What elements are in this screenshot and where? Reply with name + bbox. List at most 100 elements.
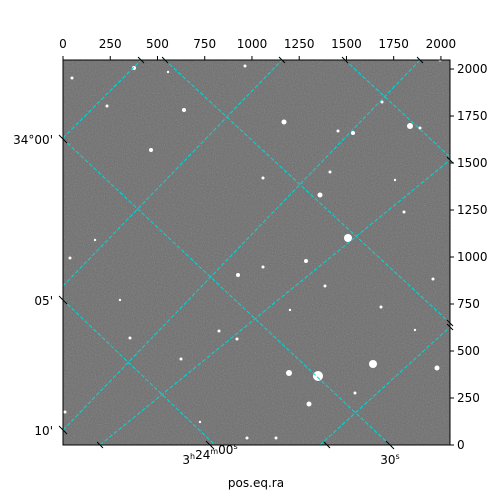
star	[313, 371, 323, 381]
star	[431, 277, 435, 281]
star	[281, 119, 287, 125]
ra-axis: 3h24m00s 30s	[96, 440, 400, 467]
star	[351, 131, 355, 135]
y-pixel-tick-label: 0	[457, 438, 465, 452]
grid-line	[63, 60, 421, 431]
star	[132, 66, 136, 70]
star	[344, 234, 352, 242]
star	[198, 420, 202, 424]
star	[105, 104, 109, 108]
star	[380, 100, 384, 104]
x-pixel-tick-label: 1750	[378, 37, 409, 51]
y-pixel-tick-label: 750	[457, 297, 480, 311]
star	[353, 391, 357, 395]
grid-line	[164, 60, 450, 324]
star	[369, 360, 377, 368]
star	[274, 436, 278, 440]
dec-axis: 34°00' 05' 10'	[13, 56, 454, 438]
frame-grid-tick	[341, 56, 349, 64]
ra-tick	[205, 440, 215, 450]
ra-minor-tick	[96, 441, 104, 449]
y-pixel-tick-label: 1250	[457, 203, 488, 217]
star	[261, 265, 265, 269]
x-pixel-tick-label: 250	[99, 37, 122, 51]
star	[379, 305, 383, 309]
coordinate-grid	[63, 60, 450, 445]
ra-minor-tick	[323, 441, 331, 449]
star	[179, 357, 183, 361]
star-field	[63, 60, 442, 440]
frame-grid-tick	[446, 156, 454, 164]
star	[182, 108, 186, 112]
grid-line	[63, 299, 216, 445]
star	[68, 256, 72, 260]
star	[413, 328, 417, 332]
star	[261, 176, 265, 180]
frame-grid-tick	[278, 56, 286, 64]
x-axis-title: pos.eq.ra	[228, 476, 284, 490]
star	[217, 329, 221, 333]
grid-line	[319, 326, 450, 445]
star	[407, 123, 413, 129]
star	[317, 192, 323, 198]
grid-line	[63, 60, 142, 139]
dec-tick-label: 34°00'	[13, 133, 53, 147]
star	[245, 436, 249, 440]
star	[402, 210, 406, 214]
x-pixel-tick-label: 750	[193, 37, 216, 51]
frame-grid-tick	[161, 56, 169, 64]
star	[118, 298, 122, 302]
y-pixel-tick-label: 500	[457, 344, 480, 358]
dec-tick-label: 05'	[34, 294, 53, 308]
grid-line	[63, 138, 391, 445]
image-noise	[63, 60, 450, 445]
x-pixel-tick-label: 1250	[284, 37, 315, 51]
ra-tick-label: 3h24m00s	[182, 442, 237, 467]
y-pixel-tick-label: 1750	[457, 109, 488, 123]
y-pixel-tick-label: 2000	[457, 62, 488, 76]
frame-grid-tick	[446, 319, 454, 327]
frame-grid-tick	[446, 323, 454, 331]
y-pixel-tick-label: 250	[457, 391, 480, 405]
dec-tick	[58, 425, 68, 435]
star	[328, 170, 332, 174]
frame-grid-tick	[416, 56, 424, 64]
dec-tick-label: 10'	[34, 424, 53, 438]
star	[93, 238, 97, 242]
dec-tick	[58, 295, 68, 305]
star	[418, 126, 422, 130]
star	[128, 336, 132, 340]
star	[70, 76, 74, 80]
x-pixel-tick-label: 0	[59, 37, 67, 51]
grid-line	[99, 159, 450, 445]
star	[236, 273, 240, 277]
sky-image	[63, 60, 450, 445]
star	[336, 129, 340, 133]
top-pixel-axis: 0 250 500 750 1000 1250 1500 1750 2000	[59, 37, 456, 60]
right-pixel-axis: 0 250 500 750 1000 1250 1500 1750 2000	[450, 62, 488, 452]
star	[304, 259, 308, 263]
x-pixel-tick-label: 1000	[237, 37, 268, 51]
x-pixel-tick-label: 500	[146, 37, 169, 51]
star	[288, 308, 292, 312]
star	[434, 365, 440, 371]
y-pixel-tick-label: 1000	[457, 250, 488, 264]
star	[286, 370, 292, 376]
dec-tick	[58, 134, 68, 144]
x-pixel-tick-label: 2000	[426, 37, 457, 51]
plot-frame	[62, 59, 451, 446]
star	[149, 148, 153, 152]
x-pixel-tick-label: 1500	[331, 37, 362, 51]
star	[63, 410, 67, 414]
star	[235, 337, 239, 341]
star	[243, 64, 247, 68]
star	[306, 401, 312, 407]
star	[323, 284, 327, 288]
ra-tick-label: 30s	[380, 452, 399, 467]
star	[166, 70, 170, 74]
star	[393, 178, 397, 182]
grid-line	[63, 60, 283, 287]
frame-grid-tick	[137, 56, 145, 64]
ra-tick	[385, 440, 395, 450]
